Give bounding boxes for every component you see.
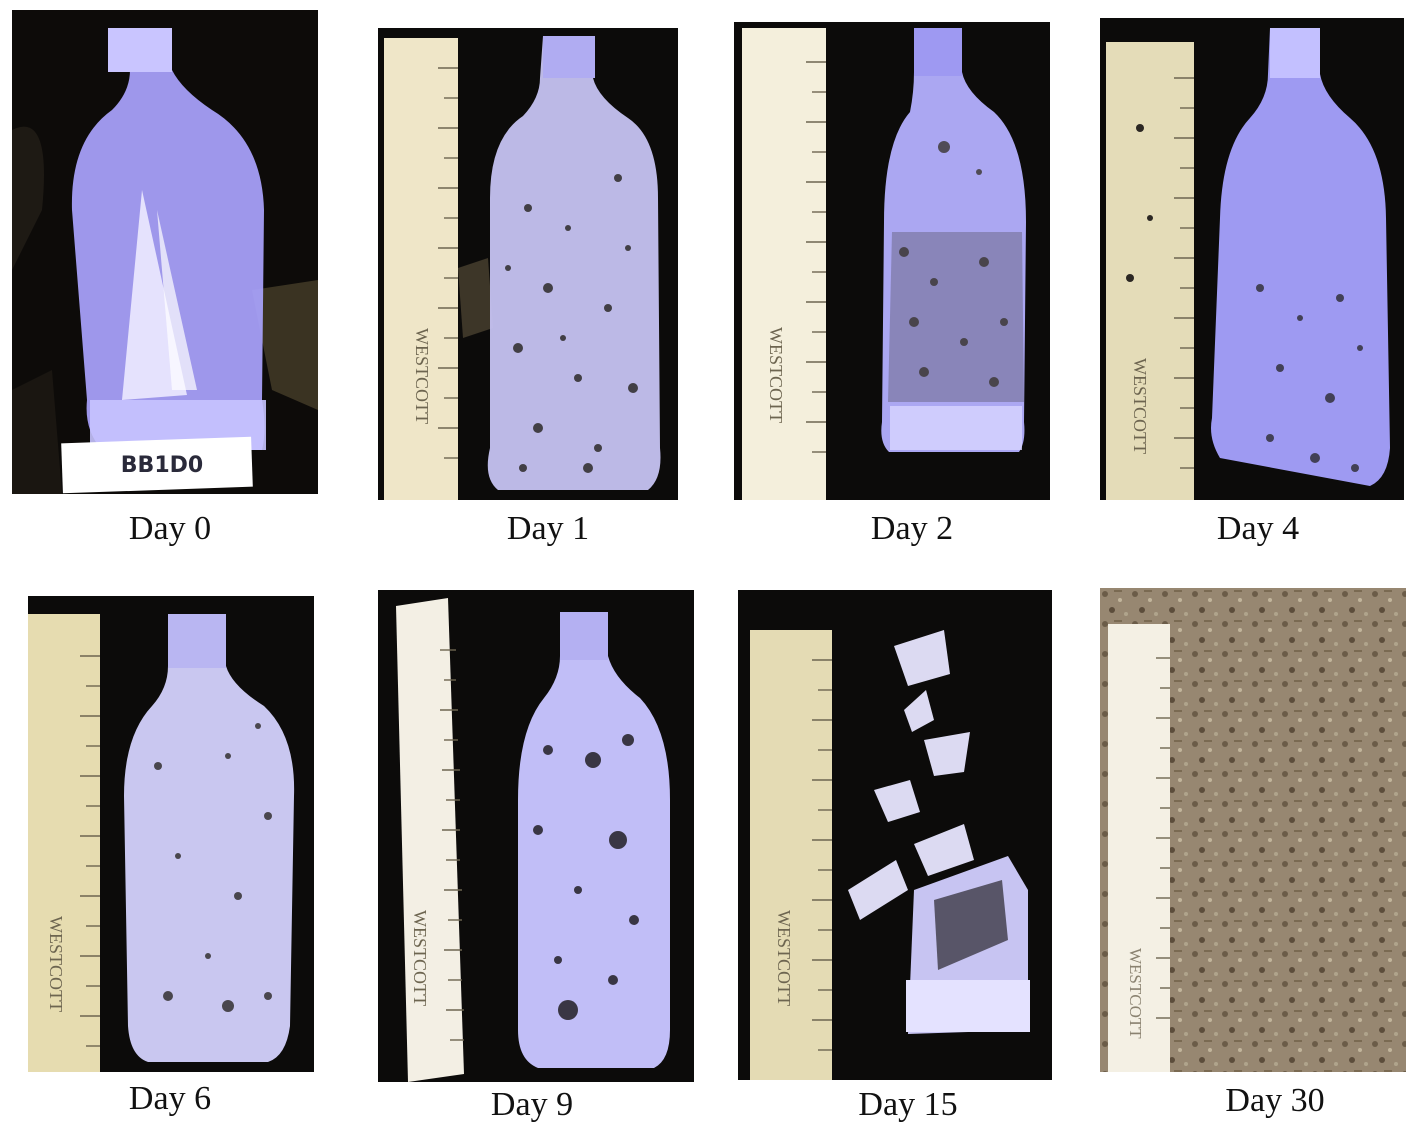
bottle-day-1-photo: WESTCOTT: [378, 28, 678, 500]
ruler-brand-day-1: WESTCOTT: [412, 328, 432, 424]
panel-day-9: WESTCOTT: [378, 590, 694, 1082]
ruler-brand-day-15: WESTCOTT: [774, 910, 794, 1006]
caption-day-15: Day 15: [858, 1086, 958, 1123]
bottle-day-6-photo: WESTCOTT: [28, 596, 314, 1072]
caption-day-4: Day 4: [1216, 510, 1300, 547]
panel-day-15: WESTCOTT: [738, 590, 1052, 1080]
bottle-day-15-photo: WESTCOTT: [738, 590, 1052, 1080]
panel-day-30: WESTCOTT: [1100, 588, 1406, 1072]
caption-day-1: Day 1: [506, 510, 590, 547]
ruler-brand-day-4: WESTCOTT: [1130, 358, 1150, 454]
compost-day-30-photo: WESTCOTT: [1100, 588, 1406, 1072]
bottle-day-9-photo: WESTCOTT: [378, 590, 694, 1082]
caption-day-6: Day 6: [128, 1080, 212, 1117]
ruler-brand-day-30: WESTCOTT: [1126, 948, 1145, 1039]
caption-day-9: Day 9: [490, 1086, 574, 1123]
sample-label: BB1D0: [121, 453, 203, 478]
caption-day-0: Day 0: [128, 510, 212, 547]
panel-day-0: BB1D0: [12, 10, 318, 494]
ruler-brand-day-9: WESTCOTT: [410, 910, 430, 1006]
ruler-brand-day-2: WESTCOTT: [766, 327, 786, 423]
bottle-day-0-photo: BB1D0: [12, 10, 318, 494]
caption-day-30: Day 30: [1225, 1082, 1325, 1119]
panel-day-6: WESTCOTT: [28, 596, 314, 1072]
panel-day-1: WESTCOTT: [378, 28, 678, 500]
panel-day-2: WESTCOTT: [734, 22, 1050, 500]
bottle-day-2-photo: WESTCOTT: [734, 22, 1050, 500]
bottle-day-4-photo: WESTCOTT: [1100, 18, 1404, 500]
caption-day-2: Day 2: [870, 510, 954, 547]
panel-day-4: WESTCOTT: [1100, 18, 1404, 500]
ruler-brand-day-6: WESTCOTT: [46, 916, 66, 1012]
